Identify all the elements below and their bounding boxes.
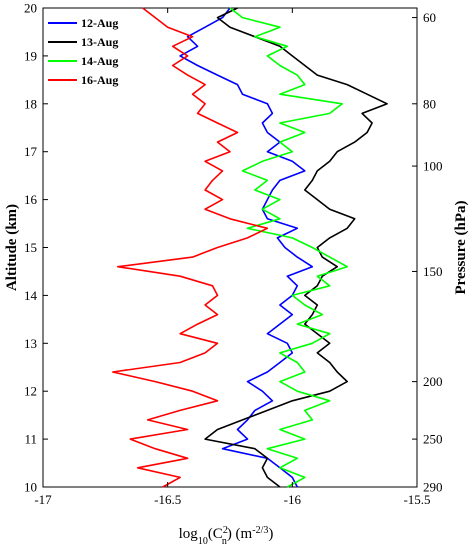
legend: 12-Aug 13-Aug 14-Aug 16-Aug [48,16,118,87]
y2-tick-label: 290 [423,480,443,495]
legend-label: 16-Aug [81,73,118,87]
series-line-16-aug [112,7,269,488]
y2-tick-label: 60 [423,10,436,25]
y-tick-label: 16 [24,192,38,207]
y-axis-pressure: 60 80 100 150 200 250 290 [412,10,443,495]
x-tick-label: -15.5 [403,492,430,507]
series-line-13-aug [204,7,388,488]
series-line-12-aug [179,7,314,488]
y-axis-title-altitude: Altitude (km) [4,204,20,291]
x-axis-title-sup: 2 [223,525,228,536]
y-tick-label: 10 [24,480,37,495]
x-axis-title: log10(C2 n) (m-2/3) [179,525,274,547]
y2-tick-label: 100 [423,159,443,174]
x-axis-title-sub2: n [222,536,227,547]
y2-tick-label: 80 [423,96,436,111]
y-tick-label: 15 [24,240,37,255]
x-axis-title-sub1: 10 [198,536,208,547]
y-tick-label: 12 [24,384,37,399]
series-layer [112,7,388,488]
y-tick-label: 17 [24,144,38,159]
x-axis-title-tail: ) (m [227,526,253,542]
y-tick-label: 14 [24,288,38,303]
y-tick-label: 19 [24,48,37,63]
legend-label: 12-Aug [81,16,118,30]
y2-tick-label: 250 [423,432,443,447]
y-tick-label: 11 [24,432,37,447]
y-axis-title-pressure: Pressure (hPa) [453,200,469,294]
y-tick-label: 13 [24,336,37,351]
series-line-14-aug [229,7,348,488]
x-tick-label: -17 [34,492,52,507]
legend-label: 13-Aug [81,35,118,49]
legend-label: 14-Aug [81,54,118,68]
x-axis: -17 -16.5 -16 -15.5 [34,8,431,507]
y2-tick-label: 150 [423,264,443,279]
x-axis-title-end: ) [268,526,273,542]
x-tick-label: -16 [284,492,302,507]
y2-tick-label: 200 [423,374,443,389]
x-axis-title-exp: -2/3 [252,525,268,536]
x-axis-title-mid: (C [208,526,223,542]
y-tick-label: 18 [24,96,37,111]
y-tick-label: 20 [24,1,37,16]
x-tick-label: -16.5 [154,492,181,507]
y-axis-altitude: 10 11 12 13 14 15 16 17 18 19 20 [24,1,48,495]
x-axis-title-base: log [179,526,199,542]
